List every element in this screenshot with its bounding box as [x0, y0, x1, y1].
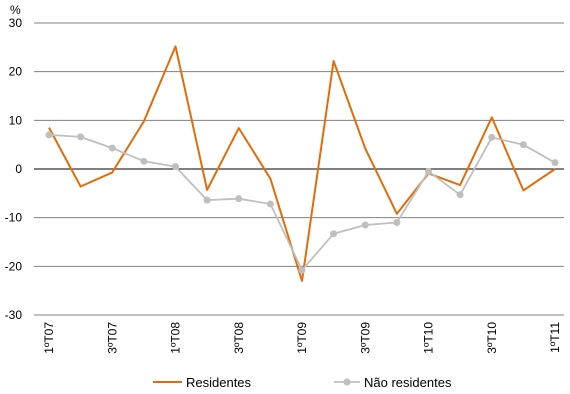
x-tick-label: 1ºT07	[42, 322, 56, 354]
series-line	[48, 134, 556, 272]
legend-label-residentes: Residentes	[186, 375, 252, 390]
data-point	[551, 159, 559, 167]
data-point	[488, 133, 496, 141]
data-point	[298, 266, 306, 274]
data-point	[456, 191, 464, 199]
legend: Residentes Não residentes	[153, 375, 452, 390]
x-tick-label: 1ºT10	[422, 322, 436, 354]
gridlines	[34, 22, 564, 316]
legend-marker-nao-residentes	[343, 378, 351, 386]
series-group	[45, 45, 559, 282]
data-point	[235, 195, 243, 203]
data-point	[140, 157, 148, 165]
x-tick-label: 3ºT08	[232, 322, 246, 354]
y-tick-label: -20	[5, 259, 23, 273]
y-tick-label: 30	[9, 16, 23, 30]
data-point	[108, 144, 116, 152]
x-tick-label: 3ºT10	[485, 322, 499, 354]
data-point	[361, 221, 369, 229]
data-point	[330, 230, 338, 238]
data-point	[203, 196, 211, 204]
y-axis-tick-labels: 30 20 10 0 -10 -20 -30	[5, 16, 23, 322]
data-point	[45, 131, 53, 139]
data-point	[172, 163, 179, 171]
data-point	[425, 167, 432, 175]
y-axis-unit-label: %	[10, 3, 21, 17]
y-tick-label: 10	[9, 113, 23, 127]
data-point	[266, 200, 274, 208]
y-tick-label: -30	[5, 308, 23, 322]
data-point	[519, 141, 527, 149]
y-tick-label: -10	[5, 211, 23, 225]
y-tick-label: 0	[15, 162, 22, 176]
series-line	[48, 45, 556, 282]
x-tick-label: 1ºT09	[295, 322, 309, 354]
x-axis-tick-labels: 1ºT07 3ºT07 1ºT08 3ºT08 1ºT09 3ºT09 1ºT10 3ºT10…	[42, 322, 562, 354]
legend-label-nao-residentes: Não residentes	[364, 375, 452, 390]
data-point	[393, 219, 401, 227]
x-tick-label: 3ºT07	[105, 322, 119, 354]
x-tick-label: 1ºT11	[548, 322, 562, 353]
y-tick-label: 20	[9, 65, 23, 79]
data-point	[77, 133, 85, 141]
x-tick-label: 1ºT08	[169, 322, 183, 354]
x-tick-label: 3ºT09	[358, 322, 372, 354]
